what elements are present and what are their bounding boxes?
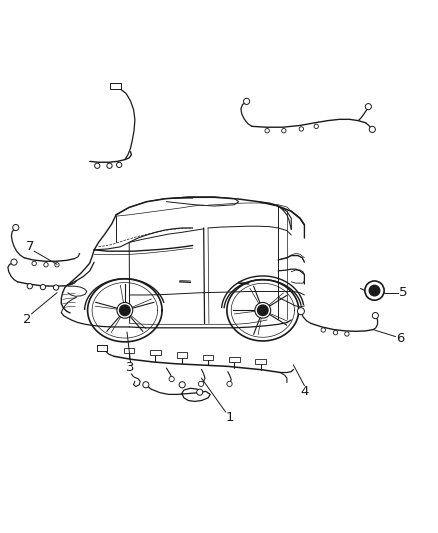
Circle shape — [369, 126, 375, 133]
Circle shape — [117, 162, 122, 167]
Circle shape — [13, 224, 19, 231]
Circle shape — [369, 285, 380, 296]
Circle shape — [255, 302, 271, 318]
FancyBboxPatch shape — [97, 345, 107, 351]
Text: 3: 3 — [126, 361, 135, 374]
Circle shape — [372, 312, 378, 319]
Circle shape — [95, 163, 100, 168]
Circle shape — [365, 281, 384, 300]
Circle shape — [297, 308, 304, 314]
Circle shape — [143, 382, 149, 388]
Circle shape — [32, 261, 36, 265]
FancyBboxPatch shape — [177, 352, 187, 358]
Circle shape — [55, 263, 59, 267]
FancyBboxPatch shape — [150, 350, 161, 356]
FancyBboxPatch shape — [110, 83, 121, 88]
FancyBboxPatch shape — [124, 348, 134, 353]
Text: 1: 1 — [226, 411, 234, 424]
Circle shape — [265, 128, 269, 133]
Circle shape — [244, 98, 250, 104]
Circle shape — [333, 330, 338, 335]
Circle shape — [40, 285, 46, 290]
Text: 6: 6 — [396, 332, 405, 345]
Circle shape — [197, 389, 203, 395]
Circle shape — [321, 328, 325, 332]
FancyBboxPatch shape — [229, 357, 240, 362]
Circle shape — [107, 163, 112, 168]
Circle shape — [11, 259, 17, 265]
Circle shape — [258, 305, 268, 316]
Circle shape — [53, 285, 59, 290]
Circle shape — [179, 382, 185, 388]
Circle shape — [44, 263, 48, 267]
FancyBboxPatch shape — [255, 359, 266, 364]
Circle shape — [120, 305, 130, 316]
Text: 7: 7 — [25, 240, 34, 253]
Circle shape — [117, 302, 133, 318]
Circle shape — [27, 284, 32, 289]
Circle shape — [314, 124, 318, 128]
Circle shape — [169, 376, 174, 382]
Circle shape — [365, 103, 371, 110]
Circle shape — [227, 381, 232, 386]
Circle shape — [345, 332, 349, 336]
Circle shape — [282, 128, 286, 133]
Text: 2: 2 — [23, 312, 32, 326]
Text: 5: 5 — [399, 286, 407, 300]
FancyBboxPatch shape — [203, 354, 213, 360]
Circle shape — [198, 381, 204, 386]
Text: 4: 4 — [300, 385, 309, 398]
Circle shape — [299, 127, 304, 131]
